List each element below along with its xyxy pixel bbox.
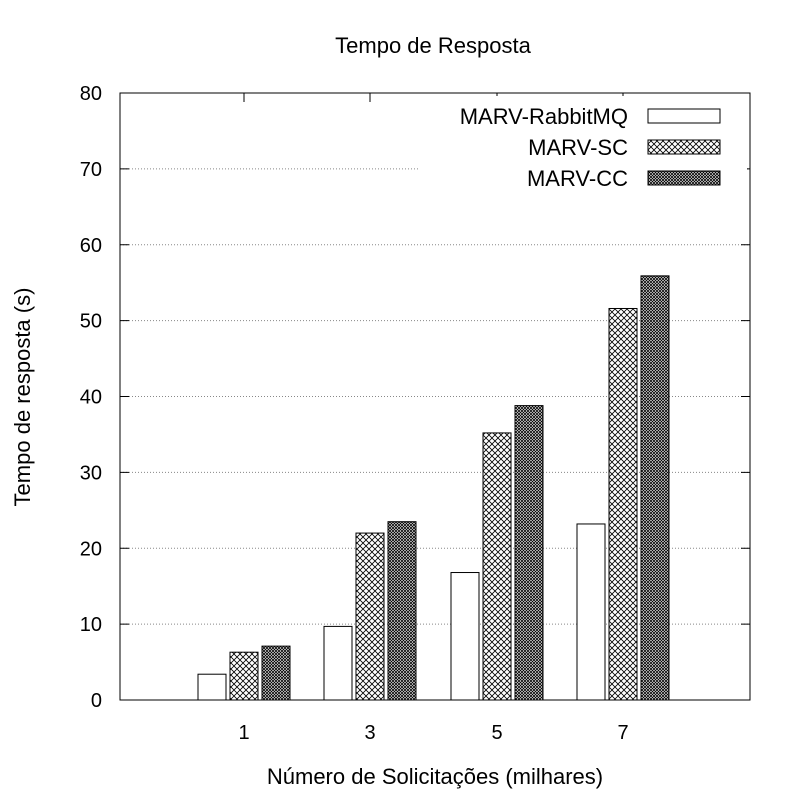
y-tick-label: 60 — [80, 235, 102, 257]
x-tick-label: 3 — [364, 722, 375, 744]
legend-swatch — [647, 170, 721, 186]
bar-marv-sc — [229, 651, 259, 701]
legend-label: MARV-CC — [527, 166, 628, 191]
y-tick-label: 70 — [80, 159, 102, 181]
y-tick-label: 20 — [80, 538, 102, 560]
bar-marv-rabbitmq — [576, 523, 606, 701]
legend-label: MARV-SC — [528, 135, 628, 160]
legend-swatch — [647, 139, 721, 155]
bar-marv-sc — [482, 432, 512, 701]
bar-marv-rabbitmq — [450, 572, 480, 701]
y-axis-label: Tempo de resposta (s) — [10, 288, 35, 507]
y-tick-label: 10 — [80, 614, 102, 636]
y-tick-label: 40 — [80, 387, 102, 409]
legend-label: MARV-RabbitMQ — [460, 104, 628, 129]
bar-marv-cc — [514, 405, 544, 701]
plot-frame — [119, 92, 751, 701]
y-tick-label: 50 — [80, 311, 102, 333]
y-tick-label: 30 — [80, 462, 102, 484]
y-axis-ticks: 0 10 20 30 40 50 60 70 80 — [80, 83, 750, 712]
legend: MARV-RabbitMQ MARV-SC MARV-CC — [460, 104, 721, 191]
x-tick-label: 7 — [617, 722, 628, 744]
x-axis-label: Número de Solicitações (milhares) — [267, 764, 603, 789]
bar-marv-cc — [640, 275, 670, 701]
bar-marv-rabbitmq — [197, 673, 227, 701]
grid-lines — [120, 168, 750, 625]
bar-marv-sc — [608, 307, 638, 701]
bar-marv-sc — [355, 532, 385, 701]
x-tick-label: 1 — [238, 722, 249, 744]
x-tick-label: 5 — [491, 722, 502, 744]
bar-marv-cc — [387, 521, 417, 701]
bar-marv-rabbitmq — [323, 625, 353, 701]
legend-swatch — [647, 108, 721, 124]
y-tick-label: 0 — [91, 690, 102, 712]
chart-title: Tempo de Resposta — [335, 33, 531, 58]
bar-marv-cc — [261, 645, 291, 701]
y-tick-label: 80 — [80, 83, 102, 105]
bars — [197, 275, 670, 701]
